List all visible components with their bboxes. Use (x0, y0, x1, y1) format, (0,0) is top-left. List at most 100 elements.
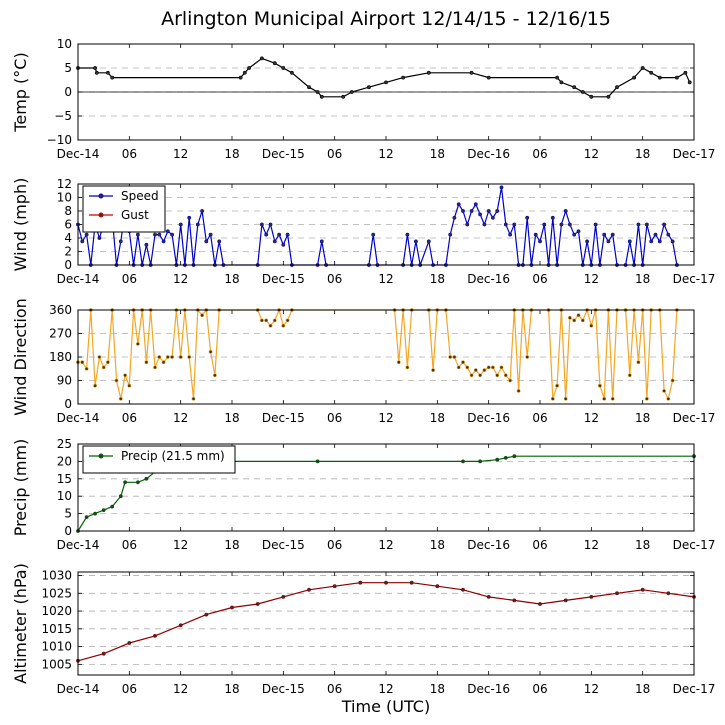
data-point (268, 323, 273, 328)
data-point (101, 365, 106, 370)
plot-frame (77, 443, 695, 532)
x-tick-label: 12 (173, 147, 188, 161)
x-tick-label: 18 (635, 147, 650, 161)
data-point (589, 595, 594, 599)
y-tick-label: 12 (57, 177, 72, 191)
x-tick-label: 18 (430, 147, 445, 161)
plot-frame (77, 43, 695, 141)
data-point (212, 373, 217, 378)
data-point (178, 222, 183, 227)
legend-box (82, 445, 236, 474)
data-point (486, 209, 491, 213)
data-point (538, 239, 542, 244)
data-point (405, 232, 410, 237)
data-point (503, 455, 508, 460)
data-point (157, 232, 162, 237)
data-point (563, 396, 568, 401)
data-point (106, 360, 110, 365)
data-point (473, 368, 478, 373)
data-point (550, 215, 555, 220)
data-point (469, 209, 474, 213)
data-point (204, 239, 209, 244)
data-point (683, 70, 688, 75)
data-point (636, 222, 641, 227)
y-tick-label: 0 (64, 258, 72, 272)
x-tick-label: 06 (122, 682, 137, 696)
x-tick-label: 06 (122, 272, 137, 286)
x-tick-label: Dec-14 (57, 147, 100, 161)
data-point (512, 454, 517, 459)
x-tick-label: 18 (224, 682, 239, 696)
data-point (259, 56, 264, 61)
x-tick-label: 18 (430, 538, 445, 552)
data-point (230, 605, 234, 610)
data-point (649, 70, 654, 75)
data-point (358, 580, 363, 585)
x-tick-label: Dec-16 (467, 147, 510, 161)
data-point (217, 239, 222, 244)
y-axis-title: Altimeter (hPa) (11, 563, 30, 684)
y-tick-label: 1010 (41, 640, 72, 654)
x-tick-label: 18 (635, 682, 650, 696)
data-point (413, 239, 418, 244)
x-tick-label: 12 (173, 682, 188, 696)
data-point (93, 383, 98, 388)
data-point (396, 360, 401, 365)
data-point (461, 459, 465, 464)
y-tick-label: 20 (57, 454, 72, 468)
data-point (490, 215, 495, 220)
data-point (84, 232, 89, 237)
data-point (606, 239, 611, 244)
x-tick-label: Dec-14 (57, 272, 100, 286)
y-tick-label: 10 (57, 489, 72, 503)
data-point (135, 232, 140, 237)
data-point (675, 75, 679, 80)
data-point (657, 75, 662, 80)
x-tick-label: 12 (378, 682, 393, 696)
y-tick-label: 0 (64, 85, 72, 99)
data-point (503, 222, 508, 227)
data-point (572, 232, 577, 237)
x-tick-label: Dec-15 (262, 411, 305, 425)
data-point (662, 222, 667, 227)
y-tick-label: 180 (49, 350, 72, 364)
data-point (580, 318, 585, 323)
data-point (144, 476, 149, 481)
data-point (431, 368, 436, 373)
y-tick-label: 1015 (41, 622, 72, 636)
x-tick-label: Dec-17 (673, 538, 716, 552)
data-point (576, 229, 581, 234)
data-point (478, 459, 483, 464)
x-tick-label: 12 (584, 682, 599, 696)
data-point (401, 75, 406, 80)
data-point (627, 373, 632, 378)
data-point (319, 94, 324, 99)
data-point (482, 222, 487, 227)
data-point (606, 94, 611, 99)
data-point (452, 355, 457, 359)
y-tick-label: 15 (57, 472, 72, 486)
y-tick-label: 1005 (41, 657, 72, 671)
data-point (640, 587, 645, 592)
data-point (157, 355, 162, 359)
x-tick-label: 12 (584, 147, 599, 161)
data-point (187, 215, 192, 220)
data-point (452, 215, 457, 220)
data-point (106, 70, 110, 75)
data-point (281, 66, 286, 70)
y-tick-label: 0 (64, 524, 72, 538)
data-point (666, 232, 671, 237)
data-point (469, 373, 474, 378)
x-tick-label: Dec-14 (57, 682, 100, 696)
data-point (512, 222, 517, 227)
y-axis-title: Temp (°C) (11, 52, 30, 132)
y-tick-label: 25 (57, 437, 72, 451)
x-tick-label: 06 (327, 272, 342, 286)
x-tick-label: Dec-15 (262, 538, 305, 552)
data-point (101, 651, 106, 656)
y-tick-label: 6 (64, 218, 72, 232)
data-point (161, 239, 166, 244)
